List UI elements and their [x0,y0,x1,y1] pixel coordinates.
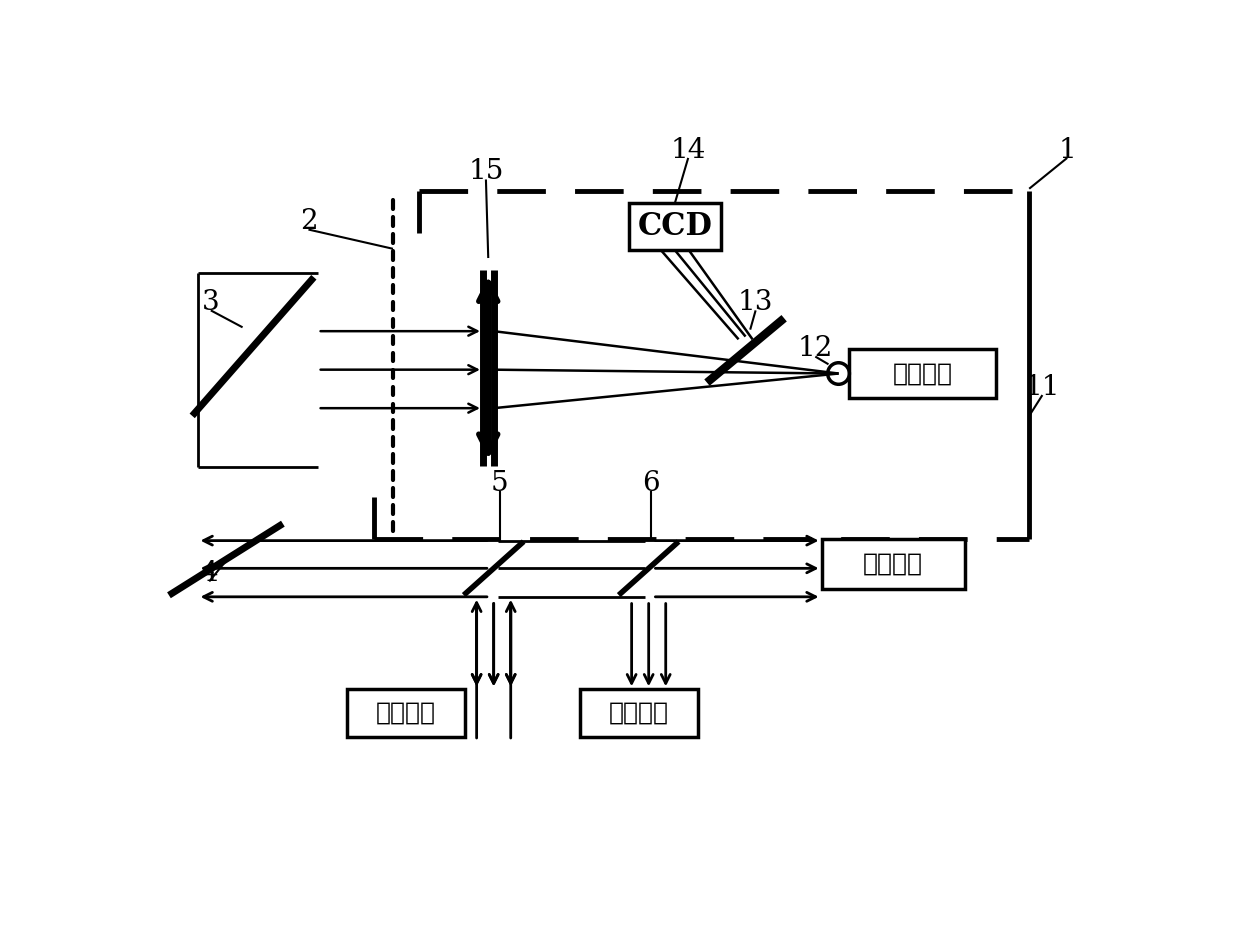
Text: 13: 13 [738,290,774,317]
Text: CCD: CCD [637,211,713,242]
Text: 电视光路: 电视光路 [609,701,668,725]
Text: 15: 15 [469,158,503,185]
Text: 11: 11 [1024,374,1060,401]
Bar [848,349,996,398]
Text: 黑体光源: 黑体光源 [893,361,952,385]
Text: 14: 14 [671,137,706,164]
Text: 3: 3 [202,290,219,317]
Bar [347,689,465,737]
Text: 2: 2 [300,209,317,236]
Text: 激光光路: 激光光路 [376,701,436,725]
Bar [580,689,697,737]
Text: 12: 12 [797,335,833,362]
Text: 5: 5 [491,470,508,497]
Bar [821,539,965,589]
Text: 4: 4 [201,560,218,587]
Text: 1: 1 [1058,137,1076,164]
Text: 红外光路: 红外光路 [863,552,924,576]
Bar [629,203,720,250]
Text: 6: 6 [642,470,660,497]
